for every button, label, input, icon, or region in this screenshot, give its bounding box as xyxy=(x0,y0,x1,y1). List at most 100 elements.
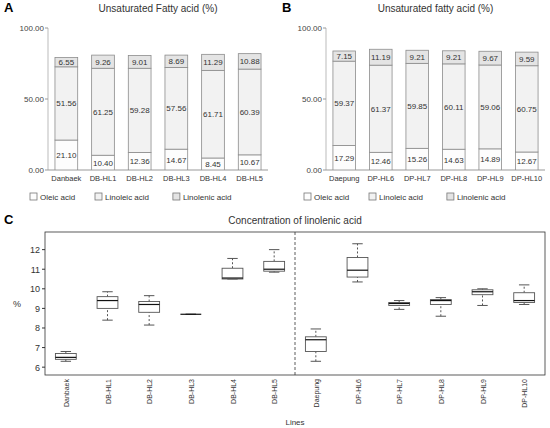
x-tick-label: DP-HL8 xyxy=(438,379,445,404)
whisker-cap-min xyxy=(436,316,446,317)
bar-segment xyxy=(333,51,356,61)
bar-segment xyxy=(92,55,115,68)
x-tick-label: DB-HL3 xyxy=(163,174,190,183)
plot-frame xyxy=(45,232,545,375)
data-label: 7.15 xyxy=(336,52,352,61)
bar-segment xyxy=(369,49,392,65)
y-tick xyxy=(42,308,45,309)
whisker-cap-max xyxy=(394,300,404,301)
whisker-cap-max xyxy=(311,328,321,329)
y-tick xyxy=(323,170,326,171)
legend-label: Linolenic acid xyxy=(457,193,505,202)
data-label: 14.89 xyxy=(480,155,501,164)
legend-swatch xyxy=(304,193,311,200)
whisker-cap-min xyxy=(352,281,362,282)
bar-segment xyxy=(202,70,225,158)
bar-segment xyxy=(333,61,356,145)
data-label: 59.28 xyxy=(130,106,151,115)
whisker-upper xyxy=(149,296,150,302)
data-label: 57.56 xyxy=(166,104,187,113)
median xyxy=(514,300,535,301)
chart-title: Unsaturated fatty acid (%) xyxy=(378,3,494,14)
y-tick xyxy=(42,367,45,368)
bar-segment xyxy=(406,50,429,63)
bar-segment xyxy=(406,148,429,170)
legend-swatch xyxy=(447,193,454,200)
legend-label: Oleic acid xyxy=(314,193,349,202)
x-tick-label: DP-HL8 xyxy=(440,174,467,183)
bar-segment xyxy=(333,145,356,170)
x-tick-label: DP-HL10 xyxy=(521,379,528,408)
y-tick xyxy=(45,170,48,171)
whisker-cap-max xyxy=(102,291,112,292)
box xyxy=(97,297,118,309)
x-tick-label: Danbaek xyxy=(51,174,81,183)
whisker-lower xyxy=(149,312,150,325)
y-tick-label: 12 xyxy=(30,245,40,255)
x-tick-label: DB-HL4 xyxy=(230,379,237,404)
x-tick-label: Danbaek xyxy=(63,379,70,408)
data-label: 11.19 xyxy=(371,53,391,62)
data-label: 10.67 xyxy=(240,158,261,167)
legend-label: Linoleic acid xyxy=(105,193,149,202)
median xyxy=(97,300,118,301)
x-tick-label: DP-HL10 xyxy=(511,174,542,183)
bar-segment xyxy=(238,54,261,69)
x-tick-label: DP-HL6 xyxy=(355,379,362,404)
x-tick-label: Daepung xyxy=(329,174,359,183)
x-axis xyxy=(326,170,545,171)
x-tick-label: DB-HL2 xyxy=(126,174,153,183)
x-tick-label: DB-HL2 xyxy=(146,379,153,404)
whisker-upper xyxy=(107,292,108,297)
bar-segment xyxy=(128,152,151,170)
box xyxy=(389,303,410,306)
bar-segment xyxy=(202,158,225,170)
data-labels: 21.1051.566.5510.4061.259.2612.3659.289.… xyxy=(56,57,260,169)
bar-segment xyxy=(165,67,188,149)
y-tick-label: 100.00 xyxy=(298,24,323,33)
data-label: 14.63 xyxy=(444,156,465,165)
panel-A: AUnsaturated Fatty acid (%)0.0050.00100.… xyxy=(4,0,268,202)
data-label: 60.39 xyxy=(240,108,261,117)
whisker-cap-max xyxy=(269,249,279,250)
y-axis-label: % xyxy=(13,299,21,309)
bar-segment xyxy=(238,69,261,155)
data-label: 51.56 xyxy=(56,99,77,108)
data-label: 61.25 xyxy=(93,108,114,117)
whisker-cap-max xyxy=(352,243,362,244)
box xyxy=(222,268,243,279)
bar-segment xyxy=(202,54,225,70)
whisker-upper xyxy=(315,329,316,337)
data-label: 59.37 xyxy=(334,99,355,108)
bar-segment xyxy=(406,63,429,148)
whisker-cap-max xyxy=(144,295,154,296)
y-tick xyxy=(323,28,326,29)
whisker-cap-min xyxy=(477,305,487,306)
x-tick-label: DP-HL6 xyxy=(367,174,394,183)
whisker-lower xyxy=(399,305,400,309)
group-separator xyxy=(295,232,296,375)
y-tick-label: 50.00 xyxy=(24,95,45,104)
y-tick xyxy=(45,28,48,29)
legend-label: Oleic acid xyxy=(40,193,75,202)
whisker-upper xyxy=(232,258,233,268)
bar-segment xyxy=(479,149,502,170)
box xyxy=(347,257,368,277)
panel-label: A xyxy=(4,0,14,15)
median xyxy=(55,357,76,358)
panel-label: C xyxy=(4,212,14,227)
y-tick-label: 0.00 xyxy=(306,166,322,175)
median xyxy=(472,291,493,292)
data-label: 8.45 xyxy=(205,160,221,169)
data-label: 61.71 xyxy=(203,110,224,119)
bar-segment xyxy=(479,65,502,149)
legend: Oleic acidLinoleic acidLinolenic acid xyxy=(304,193,505,202)
median xyxy=(139,304,160,305)
box xyxy=(472,290,493,295)
data-label: 8.69 xyxy=(169,57,185,66)
bar-segment xyxy=(238,155,261,170)
y-tick-label: 6 xyxy=(35,363,40,373)
data-label: 59.06 xyxy=(480,103,501,112)
panel-C: CConcentration of linolenic acid67891011… xyxy=(4,212,545,427)
data-label: 9.67 xyxy=(482,54,498,63)
